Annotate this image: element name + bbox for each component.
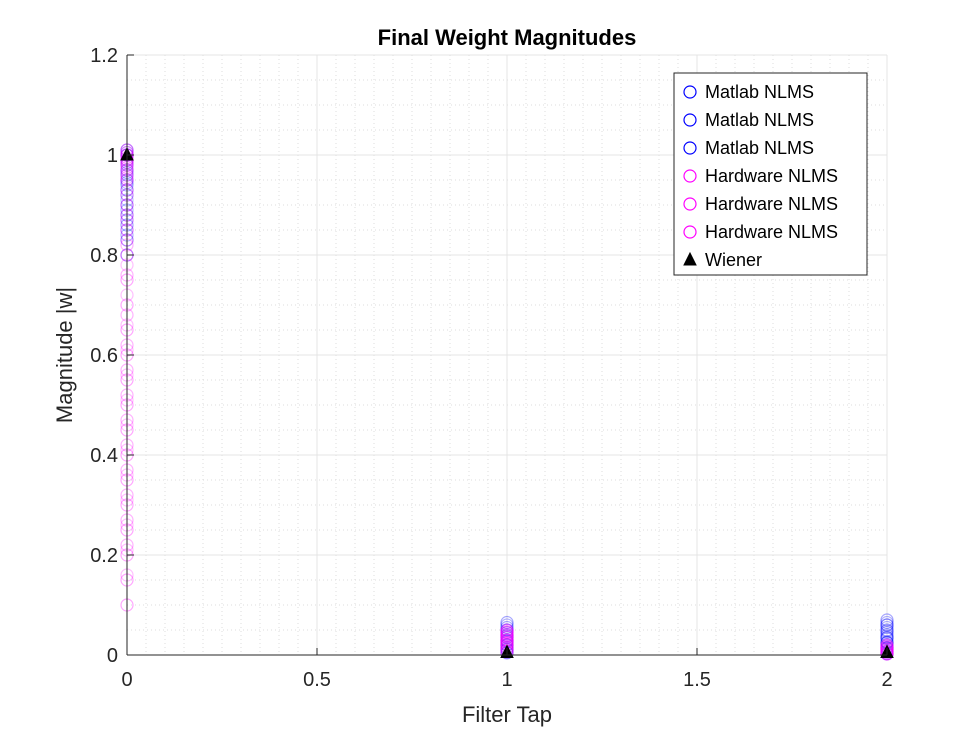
x-axis-label: Filter Tap <box>462 702 552 727</box>
scatter-point <box>880 623 894 637</box>
y-tick-label: 1 <box>107 145 118 167</box>
x-tick-label: 1 <box>501 669 512 691</box>
scatter-point <box>500 624 514 638</box>
scatter-point <box>880 620 894 635</box>
legend-marker-circle <box>683 141 697 155</box>
scatter-point <box>500 620 514 635</box>
scatter-point <box>500 628 514 642</box>
x-tick-label: 0.5 <box>303 669 331 691</box>
scatter-point <box>880 618 894 632</box>
scatter-point <box>500 630 514 644</box>
legend-label: Matlab NLMS <box>705 110 814 130</box>
scatter-point <box>500 630 514 645</box>
x-tick-label: 1.5 <box>683 669 711 691</box>
scatter-point <box>500 625 514 640</box>
legend-marker-circle <box>683 169 697 183</box>
scatter-point <box>500 623 514 637</box>
legend-label: Matlab NLMS <box>705 138 814 158</box>
x-tick-label: 2 <box>881 669 892 691</box>
legend-marker-circle <box>683 225 697 239</box>
scatter-point <box>500 625 514 639</box>
y-tick-label: 0.6 <box>90 345 118 367</box>
scatter-point <box>500 629 514 643</box>
y-tick-label: 1.2 <box>90 45 118 67</box>
scatter-point <box>880 615 894 630</box>
x-tick-label: 0 <box>121 669 132 691</box>
scatter-point <box>500 625 514 640</box>
scatter-point <box>880 630 894 645</box>
legend-label: Matlab NLMS <box>705 82 814 102</box>
legend: Matlab NLMS Matlab NLMS Matlab NLMS Hardwar… <box>673 72 868 276</box>
y-tick-label: 0.2 <box>90 545 118 567</box>
y-tick-label: 0.8 <box>90 245 118 267</box>
chart-title: Final Weight Magnitudes <box>378 25 637 50</box>
scatter-point <box>880 628 894 642</box>
legend-marker-circle <box>683 85 697 99</box>
scatter-point <box>500 623 514 637</box>
axes <box>126 54 888 656</box>
scatter-point <box>500 630 514 645</box>
legend-marker-triangle <box>683 251 697 266</box>
scatter-point <box>880 630 894 644</box>
tick-labels: 0 0.5 1 1.5 2 0 0.2 0.4 0.6 0.8 1 1.2 <box>90 45 892 691</box>
legend-label: Wiener <box>705 250 762 270</box>
legend-box <box>673 72 868 276</box>
legend-label: Hardware NLMS <box>705 222 838 242</box>
y-tick-label: 0.4 <box>90 445 118 467</box>
scatter-point <box>500 618 514 632</box>
legend-marker-circle <box>683 113 697 127</box>
legend-marker-circle <box>683 197 697 211</box>
scatter-point <box>880 618 894 632</box>
scatter-point <box>500 627 514 641</box>
scatter-point <box>880 624 894 638</box>
y-axis-label: Magnitude |w| <box>52 287 77 423</box>
scatter-point <box>500 623 514 637</box>
scatter-point <box>500 628 514 642</box>
legend-label: Hardware NLMS <box>705 194 838 214</box>
scatter-point <box>500 629 514 643</box>
y-tick-label: 0 <box>107 645 118 667</box>
scatter-point <box>880 625 894 640</box>
scatter-point <box>880 613 894 627</box>
legend-label: Hardware NLMS <box>705 166 838 186</box>
scatter-point <box>500 615 514 630</box>
